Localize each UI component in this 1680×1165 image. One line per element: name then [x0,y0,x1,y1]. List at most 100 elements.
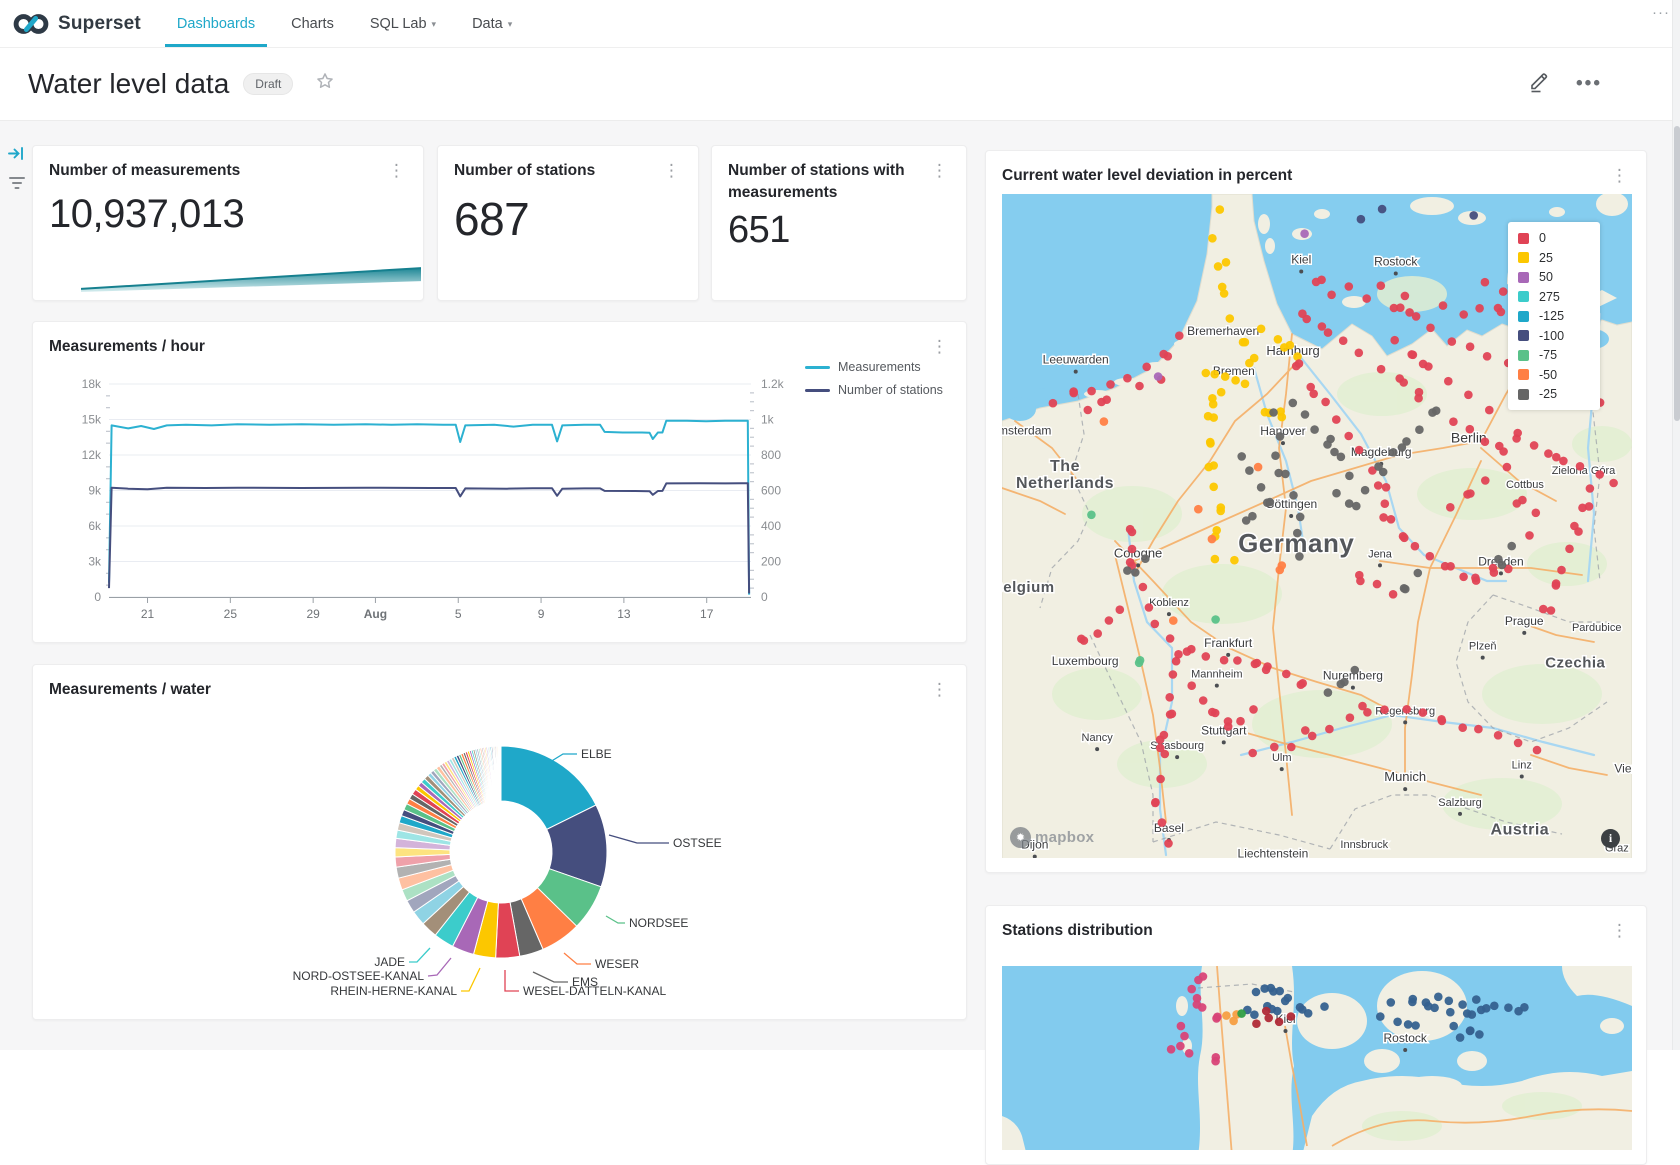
station-dot[interactable] [1184,1049,1194,1058]
station-dot[interactable] [1093,629,1102,638]
station-dot[interactable] [1204,462,1214,472]
station-dot[interactable] [1187,984,1196,994]
station-dot[interactable] [1469,211,1478,220]
station-dot[interactable] [1327,290,1336,300]
station-dot[interactable] [1301,726,1310,735]
station-dot[interactable] [1438,301,1448,310]
station-dot[interactable] [1363,708,1372,717]
station-dot[interactable] [1252,658,1262,668]
station-dot[interactable] [1465,1026,1475,1036]
station-dot[interactable] [1323,688,1333,697]
page-scrollbar[interactable] [1672,0,1680,1050]
station-dot[interactable] [1415,425,1424,434]
station-dot[interactable] [1446,503,1455,512]
station-dot[interactable] [1372,579,1382,589]
nav-item-charts[interactable]: Charts [291,15,334,32]
station-dot[interactable] [1209,482,1218,492]
station-dot[interactable] [1377,204,1387,214]
station-dot[interactable] [1389,303,1399,313]
station-dot[interactable] [1293,352,1302,361]
map-legend-item--125[interactable]: -125 [1518,309,1588,323]
station-dot[interactable] [1298,1005,1307,1014]
station-dot[interactable] [1529,441,1539,450]
station-dot[interactable] [1210,369,1219,379]
station-dot[interactable] [1295,552,1304,561]
station-dot[interactable] [1274,1017,1284,1027]
station-dot[interactable] [1393,1017,1402,1027]
station-dot[interactable] [1356,214,1366,224]
station-dot[interactable] [1153,372,1163,381]
station-dot[interactable] [1344,499,1354,508]
station-dot[interactable] [1381,483,1391,492]
station-dot[interactable] [1222,1011,1231,1020]
station-dot[interactable] [1216,387,1226,397]
filter-funnel-icon[interactable] [8,176,26,196]
nav-item-dashboards[interactable]: Dashboards [159,0,273,47]
favorite-star-icon[interactable] [315,71,335,97]
station-dot[interactable] [1575,462,1585,471]
station-dot[interactable] [1069,387,1078,396]
station-dot[interactable] [1310,425,1319,434]
station-dot[interactable] [1376,1012,1385,1021]
station-dot[interactable] [1559,456,1568,466]
station-dot[interactable] [1378,467,1388,477]
station-dot[interactable] [1609,478,1618,488]
header-more-menu-icon[interactable]: ••• [1576,73,1602,94]
station-dot[interactable] [1390,335,1399,345]
station-dot[interactable] [1201,368,1211,378]
station-dot[interactable] [1493,303,1503,313]
station-dot[interactable] [1471,573,1480,583]
station-dot[interactable] [1281,469,1290,479]
station-dot[interactable] [1217,282,1227,292]
map-legend-item-0[interactable]: 0 [1518,231,1588,245]
station-dot[interactable] [1248,748,1257,758]
station-dot[interactable] [1464,390,1473,400]
station-dot[interactable] [1497,560,1507,570]
station-dot[interactable] [1198,972,1208,981]
card-kebab-menu-icon[interactable]: ⋮ [931,337,948,356]
station-dot[interactable] [1157,818,1167,827]
station-dot[interactable] [1273,335,1283,344]
station-dot[interactable] [1208,394,1217,403]
station-dot[interactable] [1048,398,1058,408]
station-dot[interactable] [1295,512,1305,522]
station-dot[interactable] [1260,407,1270,417]
station-dot[interactable] [1325,724,1334,734]
card-kebab-menu-icon[interactable]: ⋮ [931,680,948,699]
station-dot[interactable] [1389,448,1398,457]
station-dot[interactable] [1379,513,1388,522]
station-dot[interactable] [1595,470,1604,479]
station-dot[interactable] [1446,1007,1455,1017]
station-dot[interactable] [1376,364,1386,374]
station-dot[interactable] [1245,466,1254,475]
station-dot[interactable] [1230,555,1239,565]
station-dot[interactable] [1330,447,1339,457]
station-dot[interactable] [1380,705,1389,714]
station-dot[interactable] [1165,634,1175,643]
station-dot[interactable] [1300,229,1309,238]
station-dot[interactable] [1192,993,1202,1003]
station-dot[interactable] [1467,1010,1477,1019]
station-dot[interactable] [1197,1003,1207,1012]
station-dot[interactable] [1544,449,1553,458]
station-dot[interactable] [1219,655,1229,665]
station-dot[interactable] [1275,432,1285,441]
station-dot[interactable] [1332,415,1341,424]
station-dot[interactable] [1164,839,1173,848]
station-dot[interactable] [1252,1019,1261,1028]
station-dot[interactable] [1280,996,1290,1006]
mapbox-attribution[interactable]: ✹ mapbox [1010,827,1094,848]
station-dot[interactable] [1201,652,1211,661]
station-dot[interactable] [1166,1045,1176,1054]
station-dot[interactable] [1156,774,1165,784]
station-dot[interactable] [1386,515,1396,524]
station-dot[interactable] [1127,544,1137,554]
station-dot[interactable] [1388,590,1398,599]
station-dot[interactable] [1490,1001,1499,1011]
station-dot[interactable] [1320,1002,1329,1011]
station-dot[interactable] [1123,566,1132,575]
station-dot[interactable] [1482,352,1492,361]
station-dot[interactable] [1249,353,1259,363]
map-legend-item-25[interactable]: 25 [1518,251,1588,265]
station-dot[interactable] [1240,379,1250,389]
